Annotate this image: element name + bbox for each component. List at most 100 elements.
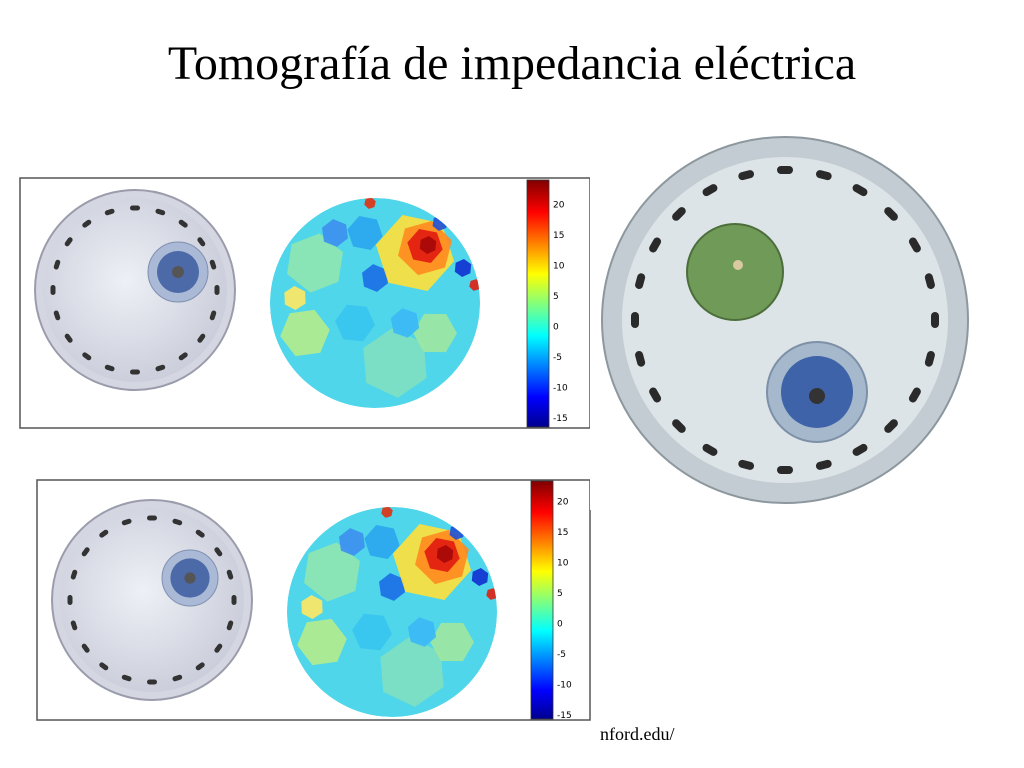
colorbar-tick-label: 0: [557, 620, 563, 630]
electrode: [121, 518, 132, 526]
colorbar-tick-label: -10: [557, 681, 572, 691]
electrode: [104, 208, 115, 216]
electrode: [130, 369, 140, 375]
heat-patch: [413, 313, 457, 353]
electrode: [121, 674, 132, 682]
colorbar: [526, 179, 550, 428]
heat-patch: [469, 279, 480, 291]
electrode: [70, 569, 78, 580]
colorbar: [530, 480, 554, 720]
electrode: [702, 184, 718, 197]
electrode: [649, 237, 662, 253]
electrode: [67, 595, 73, 605]
electrode: [884, 419, 898, 433]
bucket-photo: [51, 499, 253, 701]
colorbar-tick-label: 5: [557, 589, 563, 599]
colorbar-tick-label: 10: [557, 559, 569, 569]
electrode: [81, 643, 90, 653]
electrode: [81, 547, 90, 557]
electrode: [777, 166, 793, 174]
electrode: [197, 333, 206, 343]
colorbar-tick-label: 20: [557, 498, 569, 508]
colorbar-tick-label: 10: [553, 262, 565, 272]
electrode: [672, 419, 686, 433]
electrode: [738, 170, 755, 181]
heat-patch: [471, 568, 489, 586]
heat-patch: [335, 304, 375, 342]
electrode: [931, 312, 939, 328]
electrode: [214, 643, 223, 653]
heat-patch: [301, 595, 323, 619]
bucket-inside: [622, 157, 948, 483]
heatmap: [270, 198, 480, 408]
heat-patch: [364, 524, 400, 560]
cup-hole: [184, 572, 196, 584]
colorbar-tick-label: -5: [557, 650, 566, 660]
electrode: [172, 674, 183, 682]
electrode: [155, 364, 166, 372]
heat-patch: [287, 233, 343, 293]
heat-patch: [362, 264, 388, 292]
colorbar-tick-label: -15: [553, 414, 568, 424]
electrode: [649, 387, 662, 403]
electrode: [738, 459, 755, 470]
electrode: [53, 259, 61, 270]
electrode: [70, 620, 78, 631]
electrode: [147, 515, 157, 521]
electrode: [214, 285, 220, 295]
cucumber-core: [733, 260, 743, 270]
electrode: [702, 443, 718, 456]
electrode: [815, 459, 832, 470]
electrode: [99, 529, 109, 538]
heat-patch: [436, 545, 454, 563]
electrode: [635, 273, 646, 290]
heat-patch: [379, 573, 405, 601]
heat-patch: [284, 286, 306, 310]
heat-patch: [380, 637, 444, 707]
electrode: [178, 219, 188, 228]
source-url: nford.edu/: [600, 724, 674, 744]
electrode: [82, 352, 92, 361]
colorbar-tick-label: 15: [553, 231, 564, 241]
bucket-inside: [60, 508, 244, 692]
electrode: [635, 350, 646, 367]
electrode: [672, 207, 686, 221]
cucumber-slice: [686, 223, 784, 321]
cup-hole: [809, 388, 825, 404]
electrode: [884, 207, 898, 221]
electrode: [852, 443, 868, 456]
electrode: [130, 205, 140, 211]
colorbar-tick-label: -15: [557, 711, 572, 721]
electrode: [195, 529, 205, 538]
electrode: [631, 312, 639, 328]
heat-patch: [297, 618, 347, 666]
electrode: [908, 237, 921, 253]
electrode: [172, 518, 183, 526]
slide-title: Tomografía de impedancia eléctrica: [168, 37, 856, 90]
heat-patch: [486, 588, 497, 600]
electrode: [64, 333, 73, 343]
heat-patch: [364, 198, 376, 209]
heat-patch: [454, 259, 472, 277]
colorbar-tick-label: -10: [553, 384, 568, 394]
heat-patch: [322, 219, 348, 247]
bucket-photo-large: [601, 136, 969, 504]
electrode: [155, 208, 166, 216]
bucket-photo: [34, 189, 236, 391]
electrode: [209, 259, 217, 270]
electrode: [815, 170, 832, 181]
electrode: [82, 219, 92, 228]
electrode: [64, 237, 73, 247]
heat-patch: [419, 236, 437, 254]
heat-patch: [352, 613, 392, 651]
colorbar-tick-label: -5: [553, 353, 562, 363]
electrode: [214, 547, 223, 557]
electrode: [908, 387, 921, 403]
colorbar-tick-label: 15: [557, 528, 568, 538]
electrode: [231, 595, 237, 605]
heat-patch: [339, 528, 365, 556]
electrode: [50, 285, 56, 295]
heat-patch: [363, 328, 427, 398]
